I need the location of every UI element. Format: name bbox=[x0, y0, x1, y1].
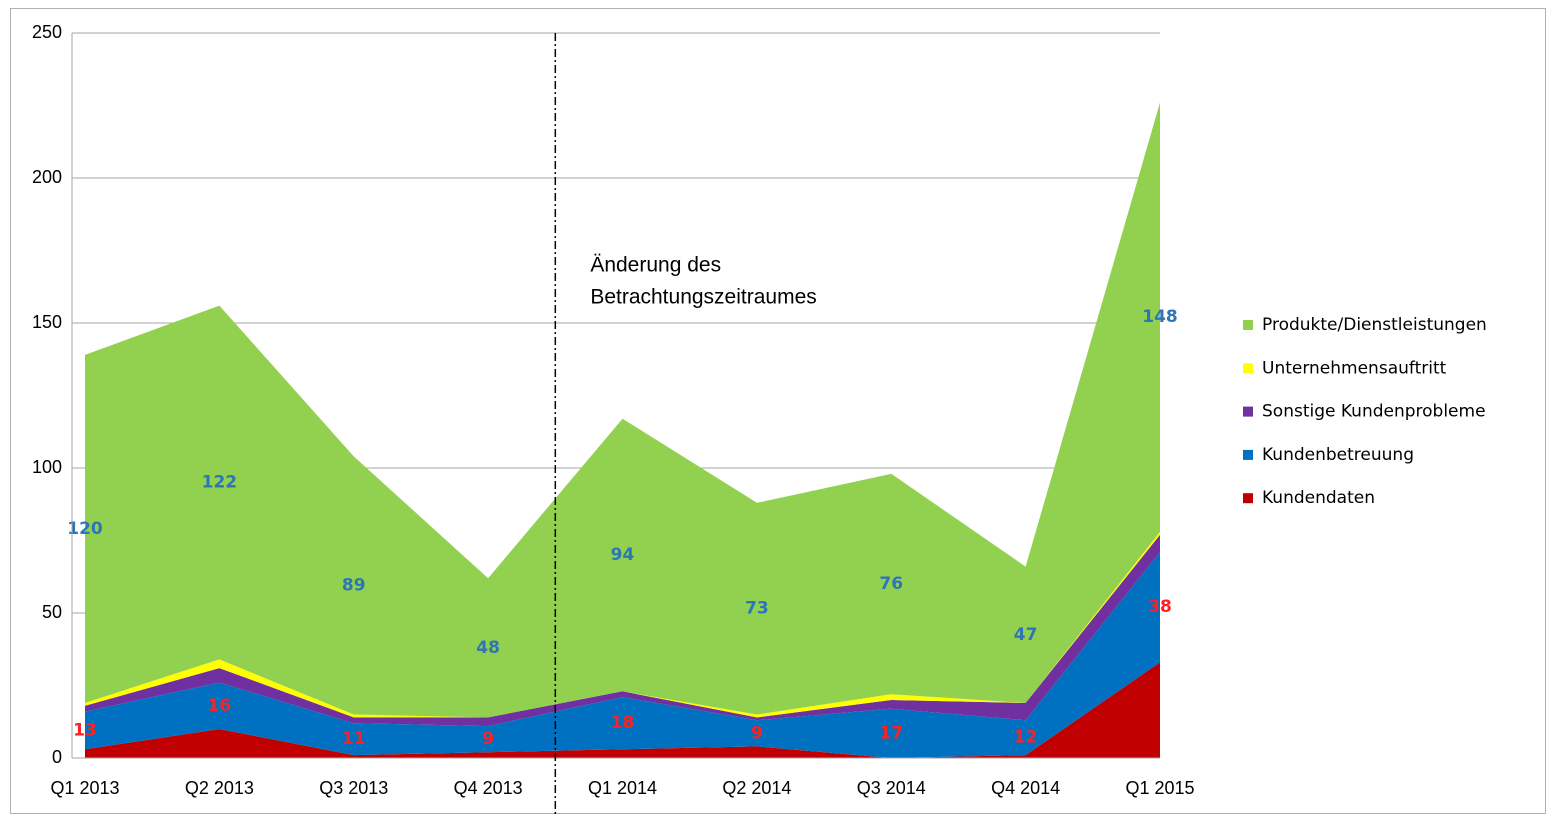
data-label: 47 bbox=[1014, 625, 1038, 645]
x-tick-label: Q1 2015 bbox=[1125, 778, 1194, 798]
data-label: 148 bbox=[1142, 307, 1178, 327]
x-tick-label: Q2 2013 bbox=[185, 778, 254, 798]
area bbox=[85, 102, 1160, 718]
data-label: 122 bbox=[202, 473, 238, 493]
legend-label: Kundendaten bbox=[1262, 488, 1375, 508]
data-label: 94 bbox=[611, 545, 635, 565]
data-label: 73 bbox=[745, 599, 769, 619]
data-label: 48 bbox=[476, 638, 500, 658]
annotation: Änderung des bbox=[590, 254, 721, 277]
x-tick-label: Q3 2013 bbox=[319, 778, 388, 798]
legend-label: Sonstige Kundenprobleme bbox=[1262, 402, 1486, 422]
x-tick-label: Q1 2014 bbox=[588, 778, 657, 798]
y-tick-label: 100 bbox=[32, 457, 62, 477]
data-label: 9 bbox=[482, 729, 494, 749]
data-label: 89 bbox=[342, 575, 366, 595]
y-tick-label: 200 bbox=[32, 167, 62, 187]
legend-label: Produkte/Dienstleistungen bbox=[1262, 315, 1487, 335]
legend-swatch bbox=[1243, 406, 1253, 417]
data-label: 17 bbox=[879, 723, 903, 743]
x-tick-label: Q4 2013 bbox=[454, 778, 523, 798]
annotation: Betrachtungszeitraumes bbox=[590, 286, 816, 309]
y-tick-label: 50 bbox=[42, 602, 62, 622]
data-label: 16 bbox=[208, 696, 232, 716]
x-tick-label: Q1 2013 bbox=[50, 778, 119, 798]
y-tick-label: 150 bbox=[32, 312, 62, 332]
data-label: 12 bbox=[1014, 728, 1038, 748]
data-label: 120 bbox=[67, 519, 103, 539]
x-tick-label: Q2 2014 bbox=[722, 778, 791, 798]
data-label: 76 bbox=[879, 574, 903, 594]
data-label: 38 bbox=[1148, 597, 1172, 617]
legend-label: Unternehmensauftritt bbox=[1262, 358, 1447, 378]
y-tick-label: 250 bbox=[32, 22, 62, 42]
data-label: 11 bbox=[342, 729, 366, 749]
legend-swatch bbox=[1243, 363, 1253, 374]
area bbox=[85, 552, 1160, 758]
data-label: 13 bbox=[73, 720, 97, 740]
legend-swatch bbox=[1243, 449, 1253, 460]
data-label: 18 bbox=[611, 713, 635, 733]
y-tick-label: 0 bbox=[52, 747, 62, 767]
legend-swatch bbox=[1243, 320, 1253, 330]
data-label: 9 bbox=[751, 723, 763, 743]
legend-label: Kundenbetreuung bbox=[1262, 445, 1414, 465]
legend-swatch bbox=[1243, 493, 1253, 504]
x-tick-label: Q3 2014 bbox=[857, 778, 926, 798]
area bbox=[85, 662, 1160, 758]
x-tick-label: Q4 2014 bbox=[991, 778, 1060, 798]
